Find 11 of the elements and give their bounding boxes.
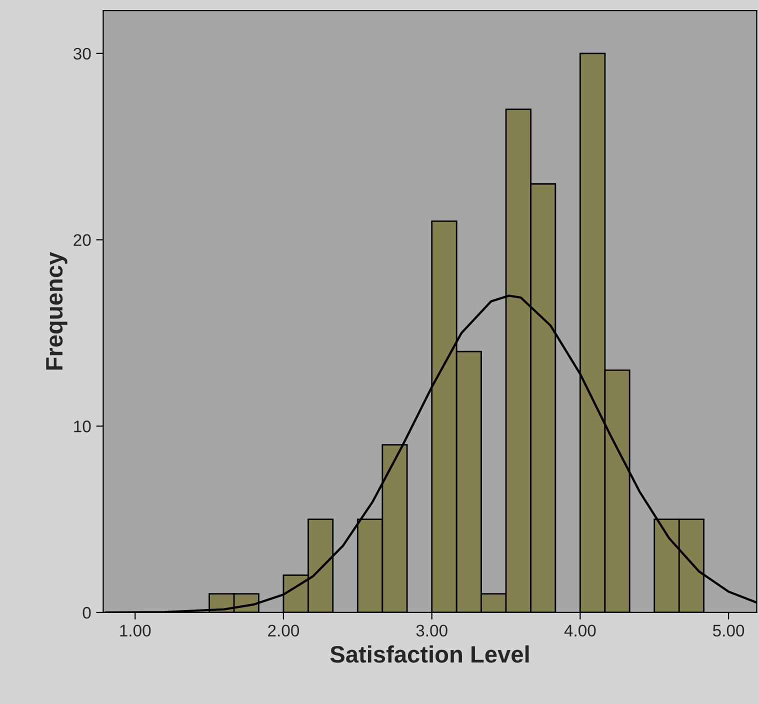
y-tick-label: 20 (74, 234, 91, 246)
x-tick-label: 5.00 (712, 624, 744, 637)
y-tick-label: 10 (74, 420, 91, 432)
x-tick-label: 2.00 (268, 624, 300, 637)
x-axis-title: Satisfaction Level (330, 645, 529, 663)
y-tick-label: 0 (82, 606, 91, 619)
x-tick-label: 4.00 (564, 624, 596, 637)
x-tick-label: 1.00 (120, 624, 151, 637)
y-tick-label: 30 (74, 48, 91, 60)
x-tick-label: 3.00 (416, 624, 448, 637)
y-axis-title: Frequency (46, 252, 68, 370)
